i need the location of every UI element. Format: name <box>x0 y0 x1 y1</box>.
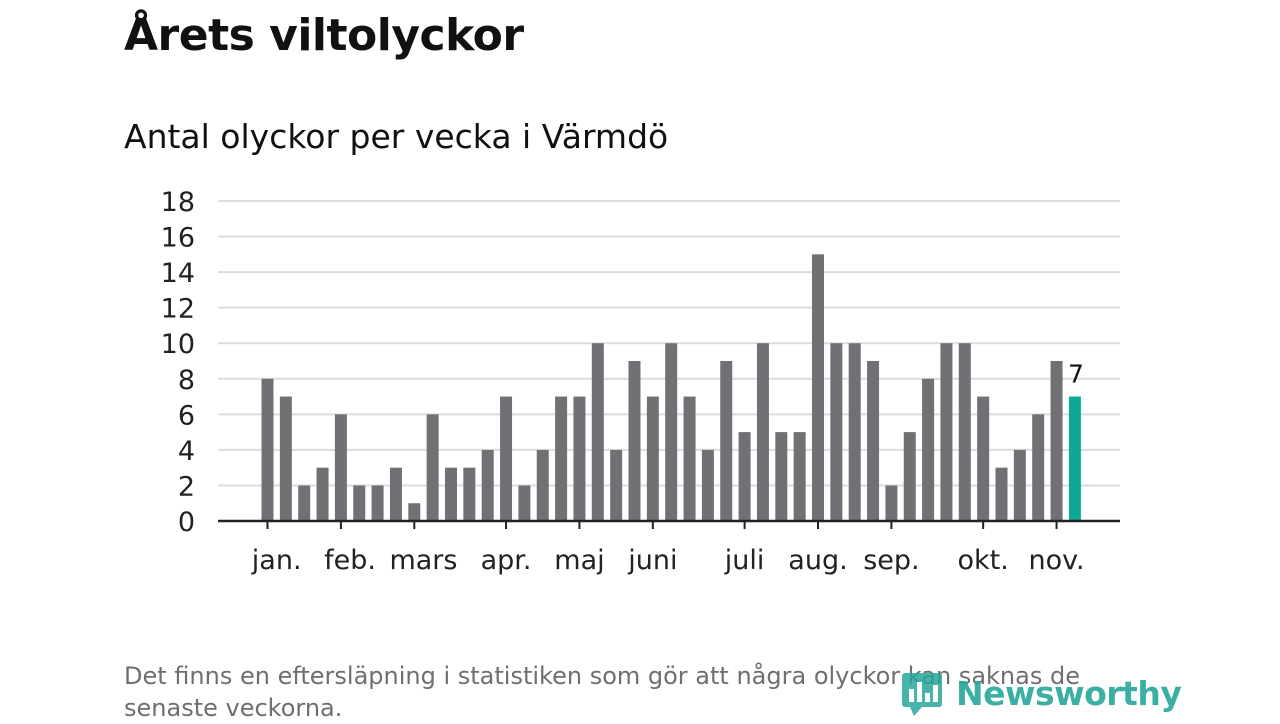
bar <box>536 449 549 521</box>
x-tick-label: jan. <box>251 545 302 576</box>
bar <box>1013 449 1026 521</box>
bar <box>922 378 935 521</box>
bar <box>720 361 733 521</box>
x-tick-label: nov. <box>1028 545 1084 576</box>
bar <box>903 432 916 521</box>
y-tick-label: 18 <box>161 187 195 218</box>
bar <box>298 485 311 521</box>
brand-logo[interactable]: Newsworthy <box>900 668 1182 718</box>
bar <box>867 361 880 521</box>
bar <box>958 343 971 521</box>
bar <box>316 467 329 521</box>
x-tick-label: juni <box>627 545 677 576</box>
chart-subtitle: Antal olyckor per vecka i Värmdö <box>124 117 669 156</box>
y-tick-label: 4 <box>178 436 195 467</box>
y-tick-label: 8 <box>178 365 195 396</box>
x-tick-label: mars <box>389 545 457 576</box>
bar <box>426 414 439 521</box>
bar <box>885 485 898 521</box>
bar <box>848 343 861 521</box>
bar <box>701 449 714 521</box>
bar <box>995 467 1008 521</box>
y-tick-label: 14 <box>161 258 195 289</box>
bar <box>628 361 641 521</box>
bar <box>279 396 292 521</box>
y-tick-label: 12 <box>161 294 195 325</box>
y-tick-label: 2 <box>178 471 195 502</box>
bar <box>334 414 347 521</box>
bar <box>518 485 531 521</box>
bar <box>555 396 568 521</box>
bar <box>573 396 586 521</box>
bar <box>665 343 678 521</box>
bar <box>353 485 366 521</box>
bar <box>610 449 623 521</box>
highlight-bar <box>1068 396 1081 521</box>
bar <box>389 467 402 521</box>
newsworthy-logo-icon <box>902 673 942 716</box>
bar <box>646 396 659 521</box>
y-tick-label: 0 <box>178 507 195 538</box>
bar <box>683 396 696 521</box>
bar <box>738 432 751 521</box>
x-tick-label: sep. <box>863 545 919 576</box>
bar <box>940 343 953 521</box>
x-tick-label: maj <box>554 545 604 576</box>
x-tick-label: okt. <box>957 545 1008 576</box>
y-tick-label: 10 <box>161 329 195 360</box>
bar <box>408 503 421 521</box>
y-tick-label: 6 <box>178 400 195 431</box>
bar <box>793 432 806 521</box>
x-tick-label: apr. <box>481 545 532 576</box>
brand-name: Newsworthy <box>956 673 1182 713</box>
bar <box>445 467 457 521</box>
chart-title: Årets viltolyckor <box>124 10 524 61</box>
bar <box>756 343 769 521</box>
x-tick-label: feb. <box>324 545 376 576</box>
bar <box>830 343 843 521</box>
bar <box>1050 361 1063 521</box>
x-tick-label: juli <box>724 545 765 576</box>
bar <box>261 378 274 521</box>
bar <box>481 449 494 521</box>
bar <box>500 396 513 521</box>
bar <box>775 432 788 521</box>
bar <box>1032 414 1045 521</box>
bar <box>812 254 824 522</box>
x-tick-label: aug. <box>788 545 847 576</box>
bar <box>371 485 384 521</box>
y-tick-label: 16 <box>161 223 195 254</box>
bar <box>463 467 476 521</box>
bar <box>591 343 604 521</box>
bar <box>977 396 990 521</box>
data-label: 7 <box>1068 360 1084 389</box>
